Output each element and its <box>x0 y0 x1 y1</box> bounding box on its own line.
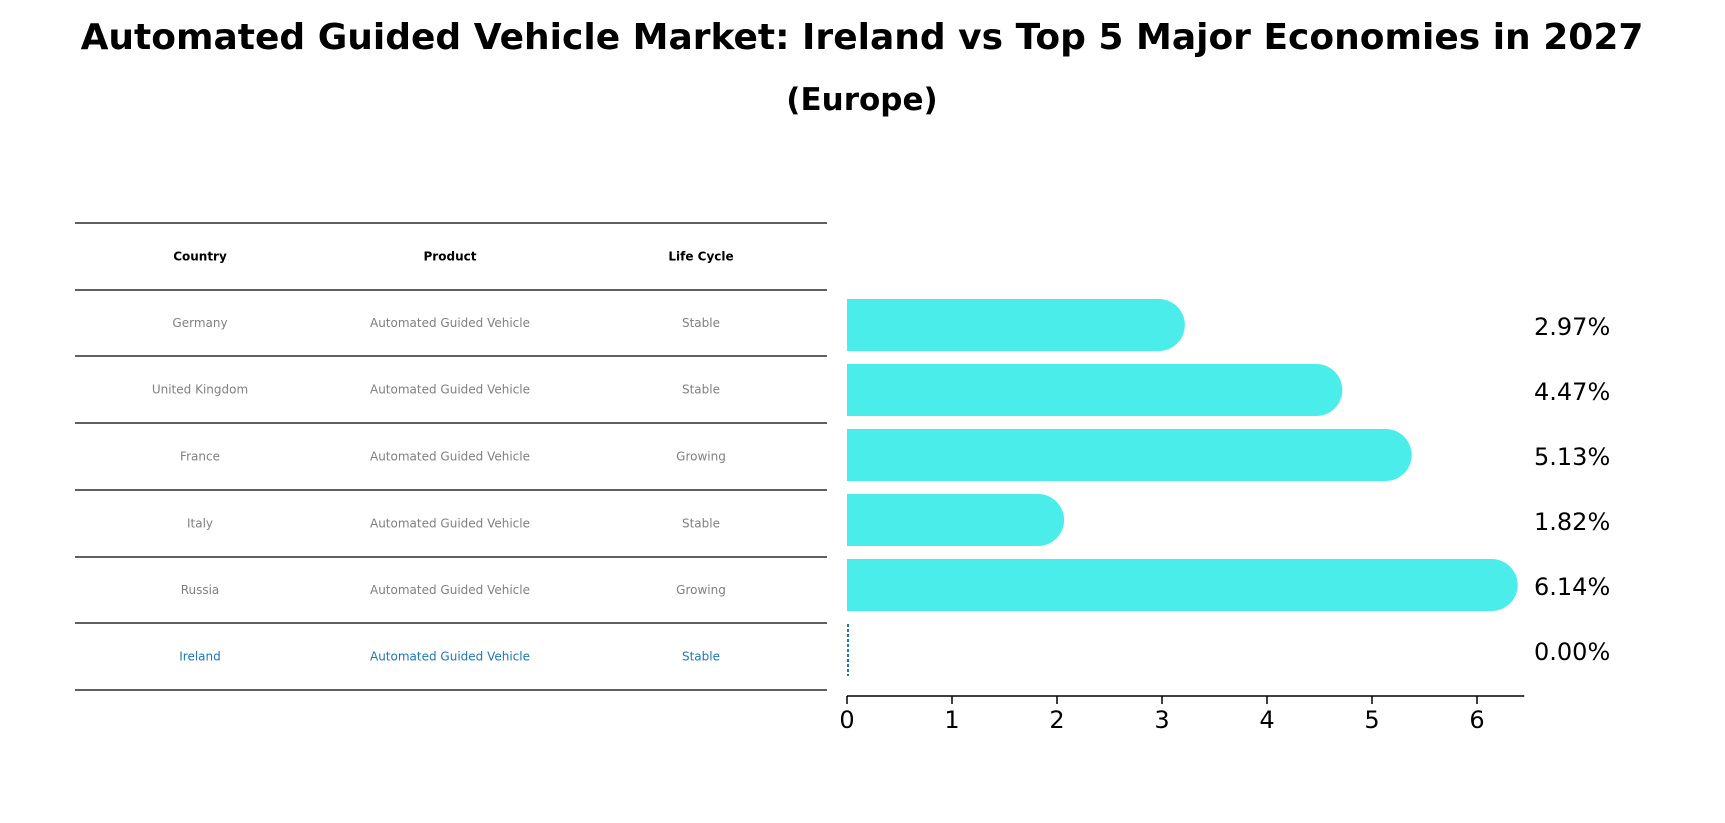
table-cell-life-cycle: Stable <box>682 383 720 397</box>
value-label: 6.14% <box>1534 573 1610 601</box>
country-header: Country <box>173 250 227 264</box>
table-cell-country: Germany <box>172 316 227 330</box>
bar-series: 2.97% 4.47% 5.13% 1.82% 6.14% 0.00% <box>847 299 1610 676</box>
table-cell-life-cycle: Growing <box>676 583 726 597</box>
table-cell-product: Automated Guided Vehicle <box>370 650 530 664</box>
table-cell-country: Ireland <box>179 650 221 664</box>
table-cell-life-cycle: Stable <box>682 517 720 531</box>
bar-russia <box>847 559 1518 611</box>
table-cell-product: Automated Guided Vehicle <box>370 517 530 531</box>
table-cell-life-cycle: Stable <box>682 650 720 664</box>
bar-italy <box>847 494 1065 546</box>
table-cell-country: Russia <box>181 583 220 597</box>
table-cell-country: United Kingdom <box>152 383 248 397</box>
product-header: Product <box>424 250 477 264</box>
value-label: 2.97% <box>1534 313 1610 341</box>
table-cell-product: Automated Guided Vehicle <box>370 583 530 597</box>
life-cycle-header: Life Cycle <box>668 250 733 264</box>
chart-subtitle: (Europe) <box>786 82 937 118</box>
table-cell-life-cycle: Stable <box>682 316 720 330</box>
x-tick-label: 6 <box>1469 706 1484 734</box>
table-cell-product: Automated Guided Vehicle <box>370 316 530 330</box>
bar-france <box>847 429 1412 481</box>
value-label: 5.13% <box>1534 443 1610 471</box>
table-cell-product: Automated Guided Vehicle <box>370 383 530 397</box>
table-cell-life-cycle: Growing <box>676 450 726 464</box>
x-tick-label: 0 <box>839 706 854 734</box>
x-axis: 0 1 2 3 4 5 6 <box>839 695 1525 734</box>
x-tick-label: 2 <box>1049 706 1064 734</box>
value-label: 1.82% <box>1534 508 1610 536</box>
bar-germany <box>847 299 1185 351</box>
x-tick-label: 3 <box>1154 706 1169 734</box>
table-cell-country: France <box>180 450 220 464</box>
x-tick-label: 5 <box>1364 706 1379 734</box>
chart-title: Automated Guided Vehicle Market: Ireland… <box>81 17 1644 58</box>
value-label: 4.47% <box>1534 378 1610 406</box>
value-label: 0.00% <box>1534 638 1610 666</box>
table-cell-product: Automated Guided Vehicle <box>370 450 530 464</box>
table-cell-country: Italy <box>187 517 213 531</box>
x-tick-label: 4 <box>1259 706 1274 734</box>
x-tick-label: 1 <box>944 706 959 734</box>
bar-united-kingdom <box>847 364 1343 416</box>
life-cycle-table: Country Product Life Cycle Germany Automated… <box>75 222 827 691</box>
